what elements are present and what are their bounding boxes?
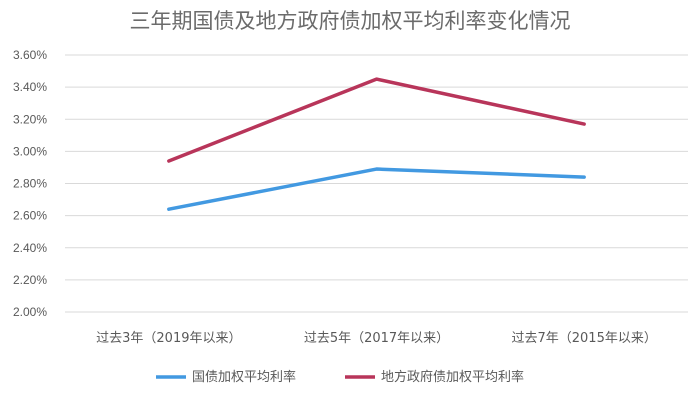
series-line-0 bbox=[167, 167, 586, 211]
gridlines bbox=[65, 54, 688, 313]
legend-label: 地方政府债加权平均利率 bbox=[381, 369, 524, 385]
series-lines bbox=[167, 77, 586, 211]
y-tick-label: 2.60% bbox=[13, 209, 47, 223]
y-tick-label: 2.40% bbox=[13, 241, 47, 255]
x-category-label: 过去7年（2015年以来） bbox=[511, 331, 656, 346]
y-tick-label: 2.20% bbox=[13, 273, 47, 287]
x-category-label: 过去3年（2019年以来） bbox=[96, 331, 241, 346]
legend-label: 国债加权平均利率 bbox=[192, 369, 296, 385]
x-category-label: 过去5年（2017年以来） bbox=[304, 331, 449, 346]
y-tick-label: 3.20% bbox=[13, 112, 47, 126]
x-axis-category-labels: 过去3年（2019年以来） 过去5年（2017年以来） 过去7年（2015年以来） bbox=[96, 331, 657, 346]
y-tick-label: 2.00% bbox=[13, 305, 47, 319]
y-tick-label: 2.80% bbox=[13, 177, 47, 191]
series-line-1 bbox=[167, 77, 586, 163]
y-tick-label: 3.00% bbox=[13, 144, 47, 158]
chart-title: 三年期国债及地方政府债加权平均利率变化情况 bbox=[130, 9, 571, 33]
legend: 国债加权平均利率 地方政府债加权平均利率 bbox=[156, 369, 524, 385]
y-tick-label: 3.40% bbox=[13, 80, 47, 94]
y-axis-tick-labels: 2.00% 2.20% 2.40% 2.60% 2.80% 3.00% 3.20% 3.40%… bbox=[13, 48, 47, 319]
y-tick-label: 3.60% bbox=[13, 48, 47, 62]
